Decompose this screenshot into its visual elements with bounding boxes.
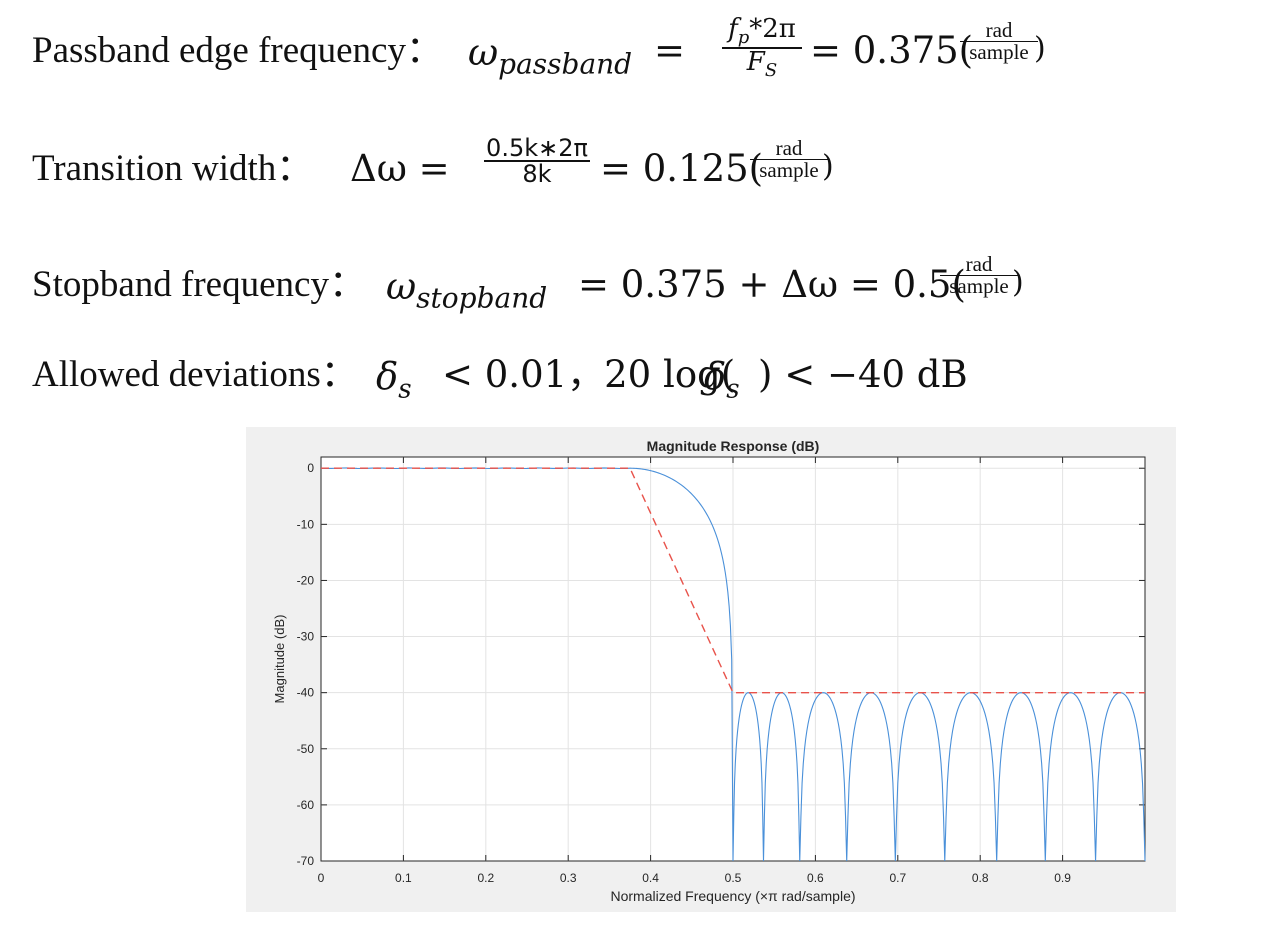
x-tick-label: 0.9 xyxy=(1054,871,1071,885)
y-tick-label: -60 xyxy=(297,798,315,812)
transition-numerator: 0.5k∗2π xyxy=(486,134,588,162)
y-axis-label: Magnitude (dB) xyxy=(272,615,287,704)
delta-symbol-2: δs xyxy=(704,358,740,402)
unit-rad: rad xyxy=(775,136,803,160)
y-tick-label: -70 xyxy=(297,854,315,868)
series-layer xyxy=(320,467,1146,862)
unit-rad: rad xyxy=(965,252,993,276)
passband-numerator: fp*2π xyxy=(722,16,802,47)
chart-svg: 0 0.1 0.2 0.3 0.4 0.5 0.6 0.7 0.8 0.9 0 -10 -20 -30 -4… xyxy=(272,438,1146,904)
magnitude-response-line xyxy=(320,467,1146,862)
transition-label: Transition width： xyxy=(32,148,314,189)
passband-fraction: fp*2π FS xyxy=(722,16,802,80)
x-tick-label: 0.6 xyxy=(807,871,824,885)
unit-sample: sample xyxy=(759,158,819,182)
y-tick-label: -40 xyxy=(297,686,315,700)
unit-sample: sample xyxy=(969,40,1029,64)
stopband-rhs: = 0.375 + Δω = 0.5( xyxy=(578,263,966,306)
y-tick-label: -30 xyxy=(297,630,315,644)
x-tick-label: 0.4 xyxy=(642,871,659,885)
y-tick-label: -10 xyxy=(297,517,315,531)
deviation-label: Allowed deviations： xyxy=(32,354,358,395)
stopband-unit: rad sample xyxy=(940,254,1018,297)
omega-symbol: ω xyxy=(468,31,499,74)
y-tick-label: -20 xyxy=(297,573,315,587)
deviation-rhs1: < 0.01，20 log( xyxy=(442,353,736,396)
stopband-label: Stopband frequency： xyxy=(32,264,366,305)
unit-sample: sample xyxy=(949,274,1009,298)
unit-rad: rad xyxy=(985,18,1013,42)
omega-symbol: ω xyxy=(386,265,417,308)
passband-denominator: FS xyxy=(722,49,802,80)
x-tick-label: 0.2 xyxy=(477,871,494,885)
fp-var: f xyxy=(728,14,738,44)
transition-denominator: 8k xyxy=(522,160,552,188)
unit-bar xyxy=(960,41,1038,42)
passband-label: Passband edge frequency： xyxy=(32,30,443,71)
grid-lines xyxy=(321,457,1145,861)
x-tick-label: 0.3 xyxy=(560,871,577,885)
x-tick-label: 0.7 xyxy=(889,871,906,885)
delta-subscript: s xyxy=(726,374,740,405)
passband-close: ) xyxy=(1034,31,1046,66)
x-tick-label: 0.5 xyxy=(725,871,742,885)
transition-lhs: Δω = xyxy=(350,147,450,190)
passband-eq-sign: = xyxy=(654,29,686,72)
passband-subscript: passband xyxy=(498,47,633,81)
unit-bar xyxy=(750,159,828,160)
delta-symbol: δs xyxy=(376,358,412,402)
chart-title: Magnitude Response (dB) xyxy=(647,438,820,454)
unit-bar xyxy=(940,275,1018,276)
x-tick-label: 0.1 xyxy=(395,871,412,885)
magnitude-response-chart: 0 0.1 0.2 0.3 0.4 0.5 0.6 0.7 0.8 0.9 0 -10 -20 -30 -4… xyxy=(246,427,1176,912)
passband-symbol: ωpassband xyxy=(468,34,632,78)
x-tick-label: 0 xyxy=(318,871,325,885)
passband-fraction-bar xyxy=(722,47,802,50)
deviation-rhs2: ) < −40 dB xyxy=(758,353,968,396)
y-tick-label: 0 xyxy=(307,461,314,475)
y-tick-label: -50 xyxy=(297,742,315,756)
fp-rest: *2π xyxy=(749,14,796,44)
x-axis-label: Normalized Frequency (×π rad/sample) xyxy=(610,888,855,904)
axis-ticks: 0 0.1 0.2 0.3 0.4 0.5 0.6 0.7 0.8 0.9 0 -10 -20 -30 -4… xyxy=(297,457,1145,885)
delta-letter: δ xyxy=(376,355,399,398)
fp-sub: p xyxy=(737,27,750,49)
delta-subscript: s xyxy=(398,374,412,405)
stopband-symbol: ωstopband xyxy=(386,268,547,312)
x-tick-label: 0.8 xyxy=(972,871,989,885)
delta-letter: δ xyxy=(704,355,727,398)
transition-fraction-bar xyxy=(484,160,590,162)
stopband-subscript: stopband xyxy=(416,281,548,315)
stopband-close: ) xyxy=(1012,265,1024,300)
passband-unit: rad sample xyxy=(960,20,1038,63)
transition-result: = 0.125( xyxy=(600,147,764,190)
passband-result: = 0.375( xyxy=(810,29,974,72)
transition-fraction: 0.5k∗2π 8k xyxy=(484,136,590,186)
transition-unit: rad sample xyxy=(750,138,828,181)
fs-var: F xyxy=(746,47,765,78)
specification-mask-line xyxy=(321,467,1145,694)
transition-close: ) xyxy=(822,149,834,184)
fs-sub: S xyxy=(764,60,778,82)
